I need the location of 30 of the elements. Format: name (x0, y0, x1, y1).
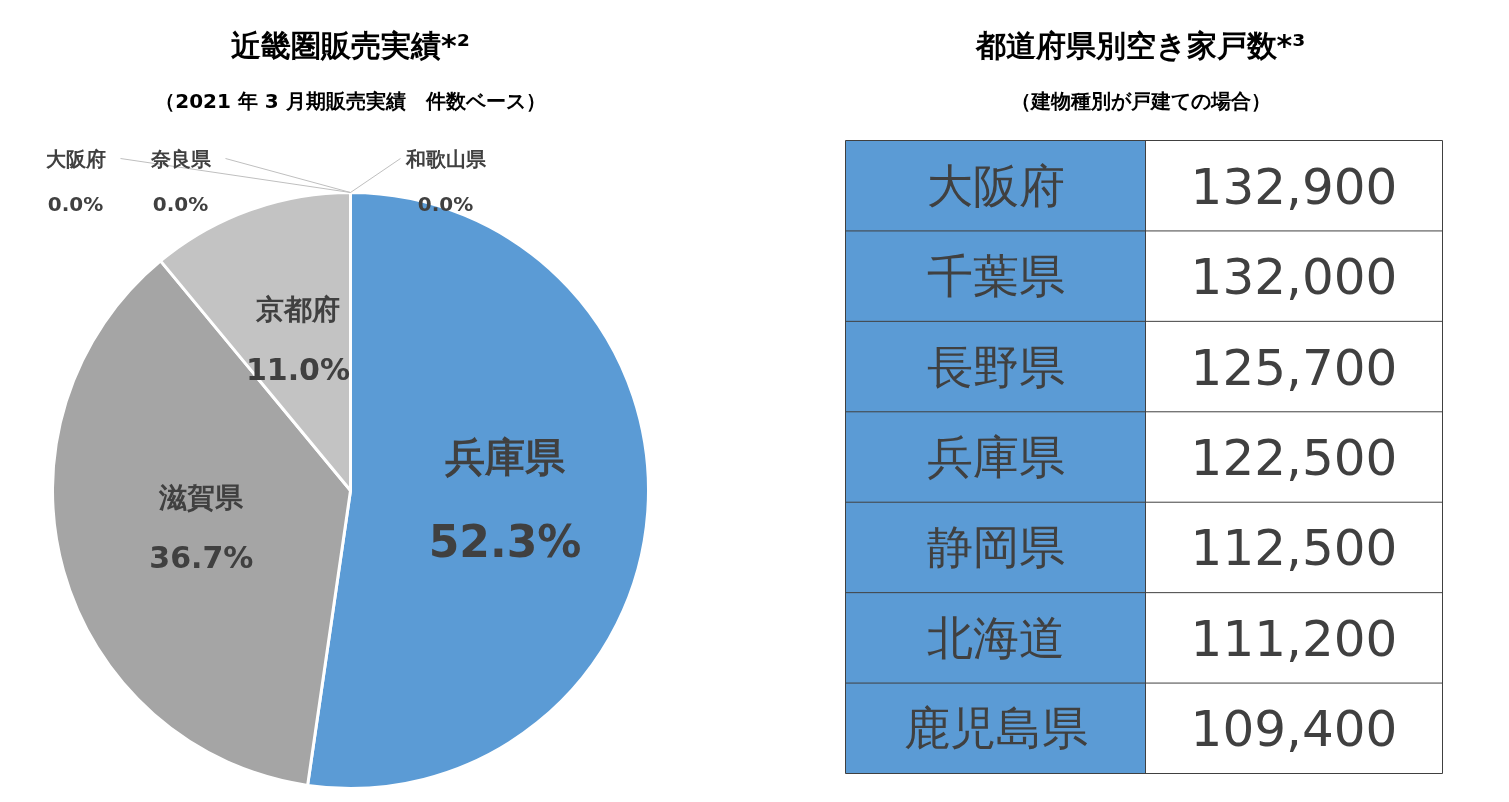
text: 122,500 (1190, 429, 1398, 487)
text: 111,200 (1190, 609, 1398, 668)
data-label: 52.3% (428, 516, 582, 568)
text: 109,400 (1190, 700, 1398, 759)
text: 都道府県別空き家戸数*³ (974, 28, 1306, 63)
category-label: 大阪府 (45, 146, 106, 171)
chart-subtitle: （2021 年 3 月期販売実績 件数ベース） (155, 88, 546, 113)
data-label: 36.7% (149, 539, 254, 575)
text: 132,000 (1190, 248, 1398, 307)
slice-label: 滋賀県 (158, 480, 245, 514)
text: 132,900 (1190, 157, 1398, 216)
data-label: 11.0% (245, 352, 351, 388)
category-label: 和歌山県 (405, 146, 486, 171)
text: 125,700 (1190, 338, 1398, 397)
text: 0.0% (47, 191, 104, 216)
text: 0.0% (152, 191, 209, 216)
text: 112,500 (1190, 519, 1398, 578)
category-label: 千葉県 (926, 249, 1065, 304)
text: 0.0% (417, 191, 474, 216)
category-label: 北海道 (926, 610, 1065, 665)
chart-title: 近畿圏販売実績*² (231, 28, 470, 63)
text: （建物種別が戸建ての場合） (1010, 88, 1271, 113)
slice-label: 京都府 (255, 293, 341, 327)
category-label: 鹿児島県 (903, 701, 1088, 756)
category-label: 大阪府 (926, 158, 1065, 213)
category-label: 静岡県 (926, 520, 1065, 575)
category-label: 奈良県 (150, 146, 211, 171)
category-label: 長野県 (926, 339, 1065, 394)
category-label: 兵庫県 (926, 430, 1065, 484)
slice-label: 兵庫県 (444, 433, 567, 480)
